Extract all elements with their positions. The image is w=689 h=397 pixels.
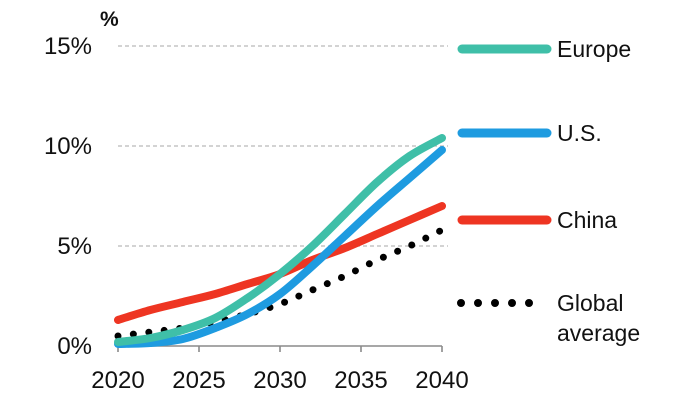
- legend-label-china: China: [557, 207, 617, 233]
- u-s-series-line: [114, 146, 446, 348]
- x-tick-label: 2040: [415, 367, 468, 394]
- y-tick-label: 15%: [44, 33, 92, 60]
- legend-label-europe: Europe: [557, 36, 631, 62]
- x-tick-label: 2025: [172, 367, 225, 394]
- series-lines: [114, 134, 446, 348]
- x-axis: 2020 2025 2030 2035 2040: [91, 345, 469, 394]
- europe-series-line: [114, 134, 446, 346]
- legend-label-global-average: average: [557, 320, 640, 346]
- legend: Europe U.S. China Global average: [457, 36, 640, 346]
- x-tick-label: 2030: [253, 367, 306, 394]
- legend-label-global-average: Global: [557, 290, 623, 316]
- y-axis-tick-labels: 0% 5% 10% 15%: [44, 33, 92, 360]
- y-tick-label: 0%: [57, 333, 92, 360]
- x-tick-label: 2020: [91, 367, 144, 394]
- china-series-line: [114, 202, 446, 324]
- grid-lines: [118, 45, 448, 247]
- y-tick-label: 10%: [44, 133, 92, 160]
- x-tick-label: 2035: [334, 367, 387, 394]
- legend-label-u-s: U.S.: [557, 120, 602, 146]
- y-axis-unit-label: %: [100, 8, 119, 31]
- y-tick-label: 5%: [57, 233, 92, 260]
